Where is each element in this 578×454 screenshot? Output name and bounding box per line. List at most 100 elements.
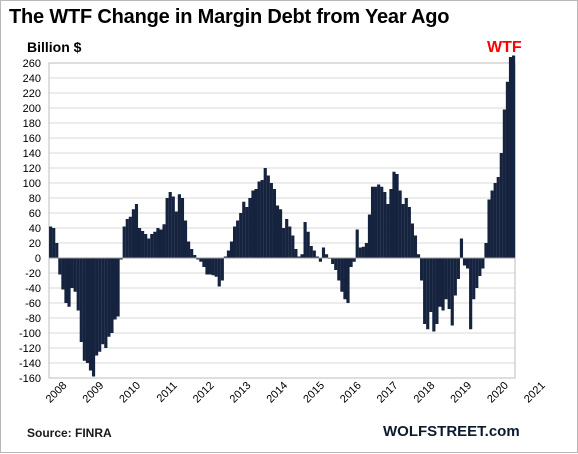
bar xyxy=(236,220,240,258)
bar xyxy=(380,186,384,258)
bar xyxy=(315,256,319,258)
bar xyxy=(128,216,132,258)
brand-watermark: WOLFSTREET.com xyxy=(383,423,520,440)
bar xyxy=(383,192,387,258)
bar xyxy=(511,55,516,258)
bar xyxy=(214,258,218,277)
bar xyxy=(303,222,307,258)
bar xyxy=(469,258,473,330)
bar xyxy=(377,184,381,258)
bar xyxy=(61,258,65,290)
bar xyxy=(82,258,86,361)
y-tick-label: -160 xyxy=(19,373,41,385)
bar xyxy=(76,258,80,311)
x-tick-label: 2012 xyxy=(191,380,217,406)
source-note: Source: FINRA xyxy=(27,426,112,440)
bar xyxy=(450,258,454,326)
bar xyxy=(374,186,378,258)
y-tick-label: 100 xyxy=(23,178,41,190)
bar xyxy=(116,258,120,317)
bar xyxy=(58,258,62,275)
bar xyxy=(309,246,313,258)
x-tick-label: 2017 xyxy=(375,380,401,406)
bar xyxy=(324,254,329,258)
bar xyxy=(85,258,90,363)
bar xyxy=(487,199,491,258)
y-tick-label: 200 xyxy=(23,103,41,115)
x-tick-label: 2010 xyxy=(117,380,143,406)
bar xyxy=(441,258,445,311)
bar xyxy=(202,258,206,267)
bar xyxy=(232,226,237,258)
bar xyxy=(413,235,418,258)
y-tick-label: -20 xyxy=(25,268,41,280)
bar xyxy=(444,258,448,300)
bar xyxy=(220,258,224,281)
bar xyxy=(162,224,166,258)
bar xyxy=(423,258,427,324)
bar xyxy=(334,258,338,270)
y-tick-label: 160 xyxy=(23,133,41,145)
bar xyxy=(144,234,148,258)
bar xyxy=(266,175,270,258)
bar xyxy=(312,250,316,258)
bar xyxy=(190,249,194,258)
bar xyxy=(251,190,255,258)
bar xyxy=(493,183,497,258)
bar xyxy=(355,229,359,258)
x-tick-label: 2008 xyxy=(44,380,70,406)
bar xyxy=(223,256,227,258)
bar xyxy=(484,243,488,258)
x-tick-label: 2021 xyxy=(522,380,548,406)
bar xyxy=(490,190,494,258)
bar xyxy=(91,258,96,377)
bar xyxy=(156,228,160,258)
bar xyxy=(398,190,402,258)
y-tick-label: -100 xyxy=(19,328,41,340)
bar xyxy=(343,258,347,300)
bar xyxy=(73,258,77,292)
bar xyxy=(104,258,108,348)
bar xyxy=(275,205,280,258)
bar xyxy=(346,258,350,303)
bar xyxy=(141,231,145,258)
bar xyxy=(499,153,503,258)
bar xyxy=(285,219,289,258)
y-tick-label: 60 xyxy=(29,208,41,220)
bar xyxy=(410,223,414,258)
bar xyxy=(401,204,405,258)
bar xyxy=(472,258,476,300)
y-tick-label: 0 xyxy=(35,253,41,265)
bar xyxy=(389,189,393,258)
bar xyxy=(505,81,510,258)
y-tick-label: 120 xyxy=(23,163,41,175)
bar xyxy=(300,254,304,258)
bar xyxy=(438,258,442,307)
bar xyxy=(340,258,344,292)
x-tick-label: 2013 xyxy=(228,380,254,406)
bar xyxy=(70,258,74,288)
bar xyxy=(331,258,335,264)
bar xyxy=(208,258,212,275)
bar xyxy=(395,174,399,258)
bar xyxy=(79,258,83,342)
bar xyxy=(101,258,105,345)
bar xyxy=(229,241,234,258)
bar xyxy=(168,192,172,258)
y-tick-label: 260 xyxy=(23,58,41,70)
y-tick-label: 220 xyxy=(23,88,41,100)
y-tick-label: -40 xyxy=(25,283,41,295)
bar xyxy=(226,250,231,258)
bar xyxy=(435,258,439,324)
bar xyxy=(447,258,451,309)
bar xyxy=(462,258,467,266)
bar xyxy=(432,258,436,332)
bar xyxy=(426,258,430,330)
y-tick-label: 40 xyxy=(29,223,41,235)
y-tick-label: 80 xyxy=(29,193,41,205)
x-tick-label: 2011 xyxy=(155,380,180,405)
bar xyxy=(171,196,175,258)
y-tick-label: -140 xyxy=(19,358,41,370)
